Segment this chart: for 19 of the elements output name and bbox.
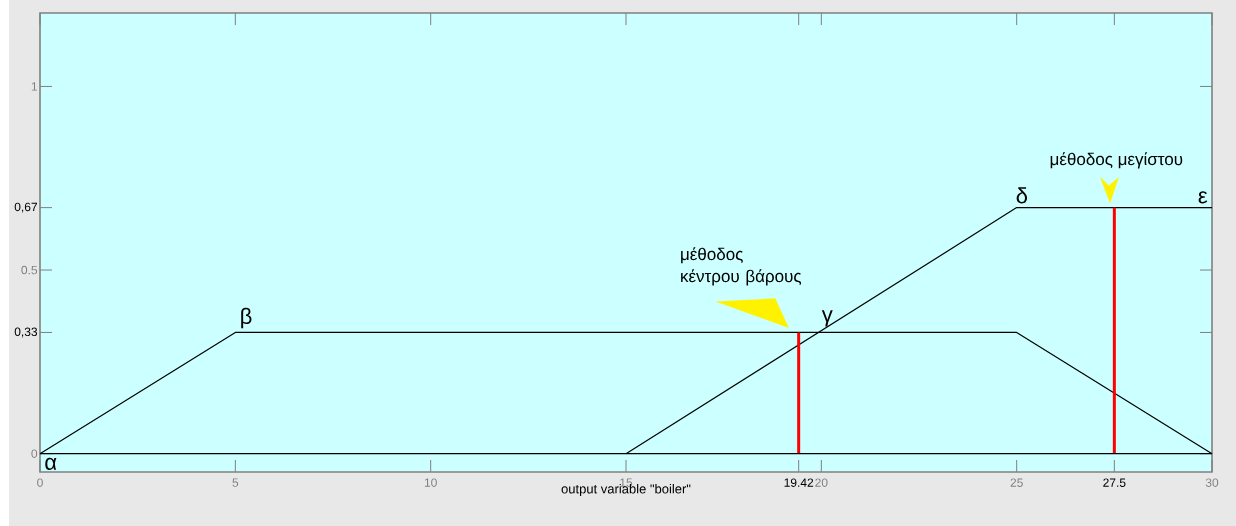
y-tick-label: 0,67 [14,202,37,213]
annotation: γ [821,310,833,327]
x-tick-label: 30 [1205,478,1219,487]
x-tick-label: 5 [232,478,239,487]
annotation: β [241,307,252,329]
y-tick-label: 0,33 [14,327,38,338]
y-tick-label: 0 [31,449,38,458]
annotation: μέθοδος κέντρου βάρους [681,247,802,286]
y-tick-label: 0.5 [21,265,38,275]
x-tick-label: 27.5 [1103,478,1126,487]
annotation: ε [1198,191,1208,204]
x-tick-label: 20 [815,478,828,487]
x-tick-label: 10 [424,478,437,487]
x-tick-label: 25 [1010,478,1023,487]
annotation: μέθοδος μεγίστου [1050,152,1183,169]
x-tick-label: 19.42 [784,478,814,487]
y-tick-label: 1 [31,82,38,91]
annotation: α [45,457,57,470]
annotation: δ [1016,187,1028,204]
